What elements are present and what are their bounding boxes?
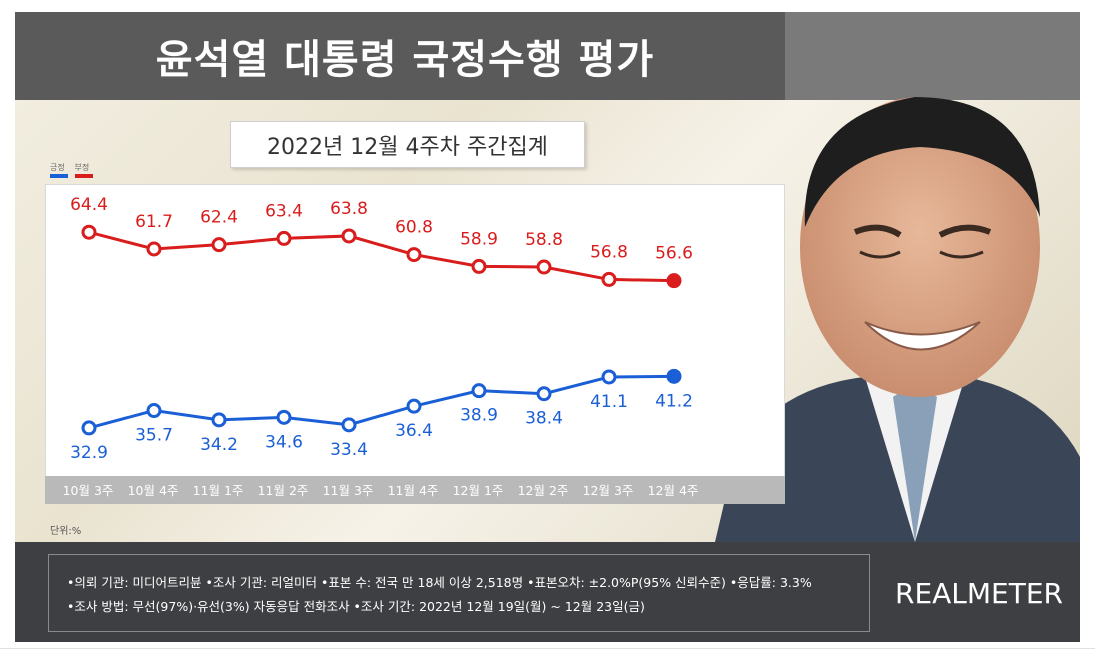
data-point-negative [406, 247, 422, 263]
data-point-negative [276, 230, 292, 246]
legend-item-negative: 부정 [74, 162, 93, 178]
data-point-negative [81, 224, 97, 240]
line-chart: 64.4 61.7 62.4 63.4 63.8 60.8 58.9 58.8 56.8 56.6… [45, 184, 785, 504]
data-point-positive [601, 369, 617, 385]
data-label-negative: 61.7 [135, 212, 173, 232]
data-label-negative: 63.8 [330, 199, 368, 219]
data-point-negative [211, 237, 227, 253]
unit-label: 단위:% [50, 526, 82, 537]
series-line-positive [88, 374, 675, 430]
data-point-positive [341, 417, 357, 433]
footer-line-1: •의뢰 기관: 미디어트리뷴 •조사 기관: 리얼미터 •표본 수: 전국 만 … [67, 575, 812, 590]
x-tick-label: 10월 4주 [128, 483, 179, 498]
series-line-negative [88, 230, 675, 283]
data-label-positive: 35.7 [135, 426, 173, 446]
data-point-positive [146, 403, 162, 419]
x-tick-label: 11월 4주 [388, 483, 439, 498]
x-axis-band [45, 476, 785, 504]
data-label-positive: 38.9 [460, 406, 498, 426]
brand-logo: REALMETER [895, 577, 1063, 610]
x-tick-label: 12월 2주 [518, 483, 569, 498]
data-label-positive: 34.2 [200, 435, 238, 455]
legend-swatch-positive [50, 174, 68, 178]
data-point-negative [341, 228, 357, 244]
data-point-positive [276, 409, 292, 425]
x-tick-label: 11월 3주 [323, 483, 374, 498]
page-title: 윤석열 대통령 국정수행 평가 [155, 37, 655, 83]
data-label-negative: 60.8 [395, 218, 433, 238]
data-label-positive: 41.1 [590, 392, 628, 412]
data-label-positive: 34.6 [265, 432, 303, 452]
data-label-positive: 36.4 [395, 421, 433, 441]
data-label-negative: 63.4 [265, 201, 303, 221]
legend-swatch-negative [74, 174, 93, 178]
data-label-negative: 64.4 [70, 195, 108, 215]
footer-info-box: •의뢰 기관: 미디어트리뷴 •조사 기관: 리얼미터 •표본 수: 전국 만 … [48, 554, 870, 632]
x-tick-label: 12월 4주 [648, 483, 699, 498]
data-point-negative [666, 273, 682, 289]
x-tick-label: 12월 1주 [453, 483, 504, 498]
data-point-positive [536, 386, 552, 402]
legend: 긍정 부정 [50, 162, 97, 178]
x-tick-label: 10월 3주 [63, 483, 114, 498]
data-label-negative: 58.8 [525, 230, 563, 250]
data-point-negative [146, 241, 162, 257]
subtitle: 2022년 12월 4주차 주간집계 [267, 134, 548, 160]
legend-label-positive: 긍정 [50, 163, 65, 172]
legend-item-positive: 긍정 [50, 162, 68, 178]
subtitle-box: 2022년 12월 4주차 주간집계 [230, 121, 585, 168]
x-axis-labels: 10월 3주 10월 4주 11월 1주 11월 2주 11월 3주 11월 4주 12월 … [63, 483, 699, 498]
footer-line-2: •조사 방법: 무선(97%)·유선(3%) 자동응답 전화조사 •조사 기간:… [67, 599, 645, 614]
data-label-positive: 41.2 [655, 391, 693, 411]
data-point-positive [211, 412, 227, 428]
data-label-negative: 62.4 [200, 208, 238, 228]
data-label-positive: 38.4 [525, 409, 563, 429]
footer: •의뢰 기관: 미디어트리뷴 •조사 기관: 리얼미터 •표본 수: 전국 만 … [15, 542, 1080, 642]
x-tick-label: 11월 2주 [258, 483, 309, 498]
data-label-negative: 58.9 [460, 229, 498, 249]
portrait-image [715, 97, 1080, 542]
legend-label-negative: 부정 [74, 163, 90, 172]
data-point-positive [406, 398, 422, 414]
x-tick-label: 11월 1주 [193, 483, 244, 498]
data-label-positive: 32.9 [70, 443, 108, 463]
page-bottom-rule [0, 648, 1095, 649]
data-point-positive [471, 383, 487, 399]
data-label-negative: 56.8 [590, 242, 628, 262]
data-point-negative [471, 258, 487, 274]
infographic: 윤석열 대통령 국정수행 평가 2022년 12월 4주차 주간집계 긍정 부정 [15, 12, 1080, 642]
data-point-positive [81, 420, 97, 436]
title-band [15, 12, 785, 100]
data-point-negative [536, 259, 552, 275]
x-tick-label: 12월 3주 [583, 483, 634, 498]
data-label-negative: 56.6 [655, 244, 693, 264]
data-point-negative [601, 271, 617, 287]
data-point-positive [666, 368, 682, 384]
title-band-right [785, 12, 1080, 100]
data-label-positive: 33.4 [330, 440, 368, 460]
